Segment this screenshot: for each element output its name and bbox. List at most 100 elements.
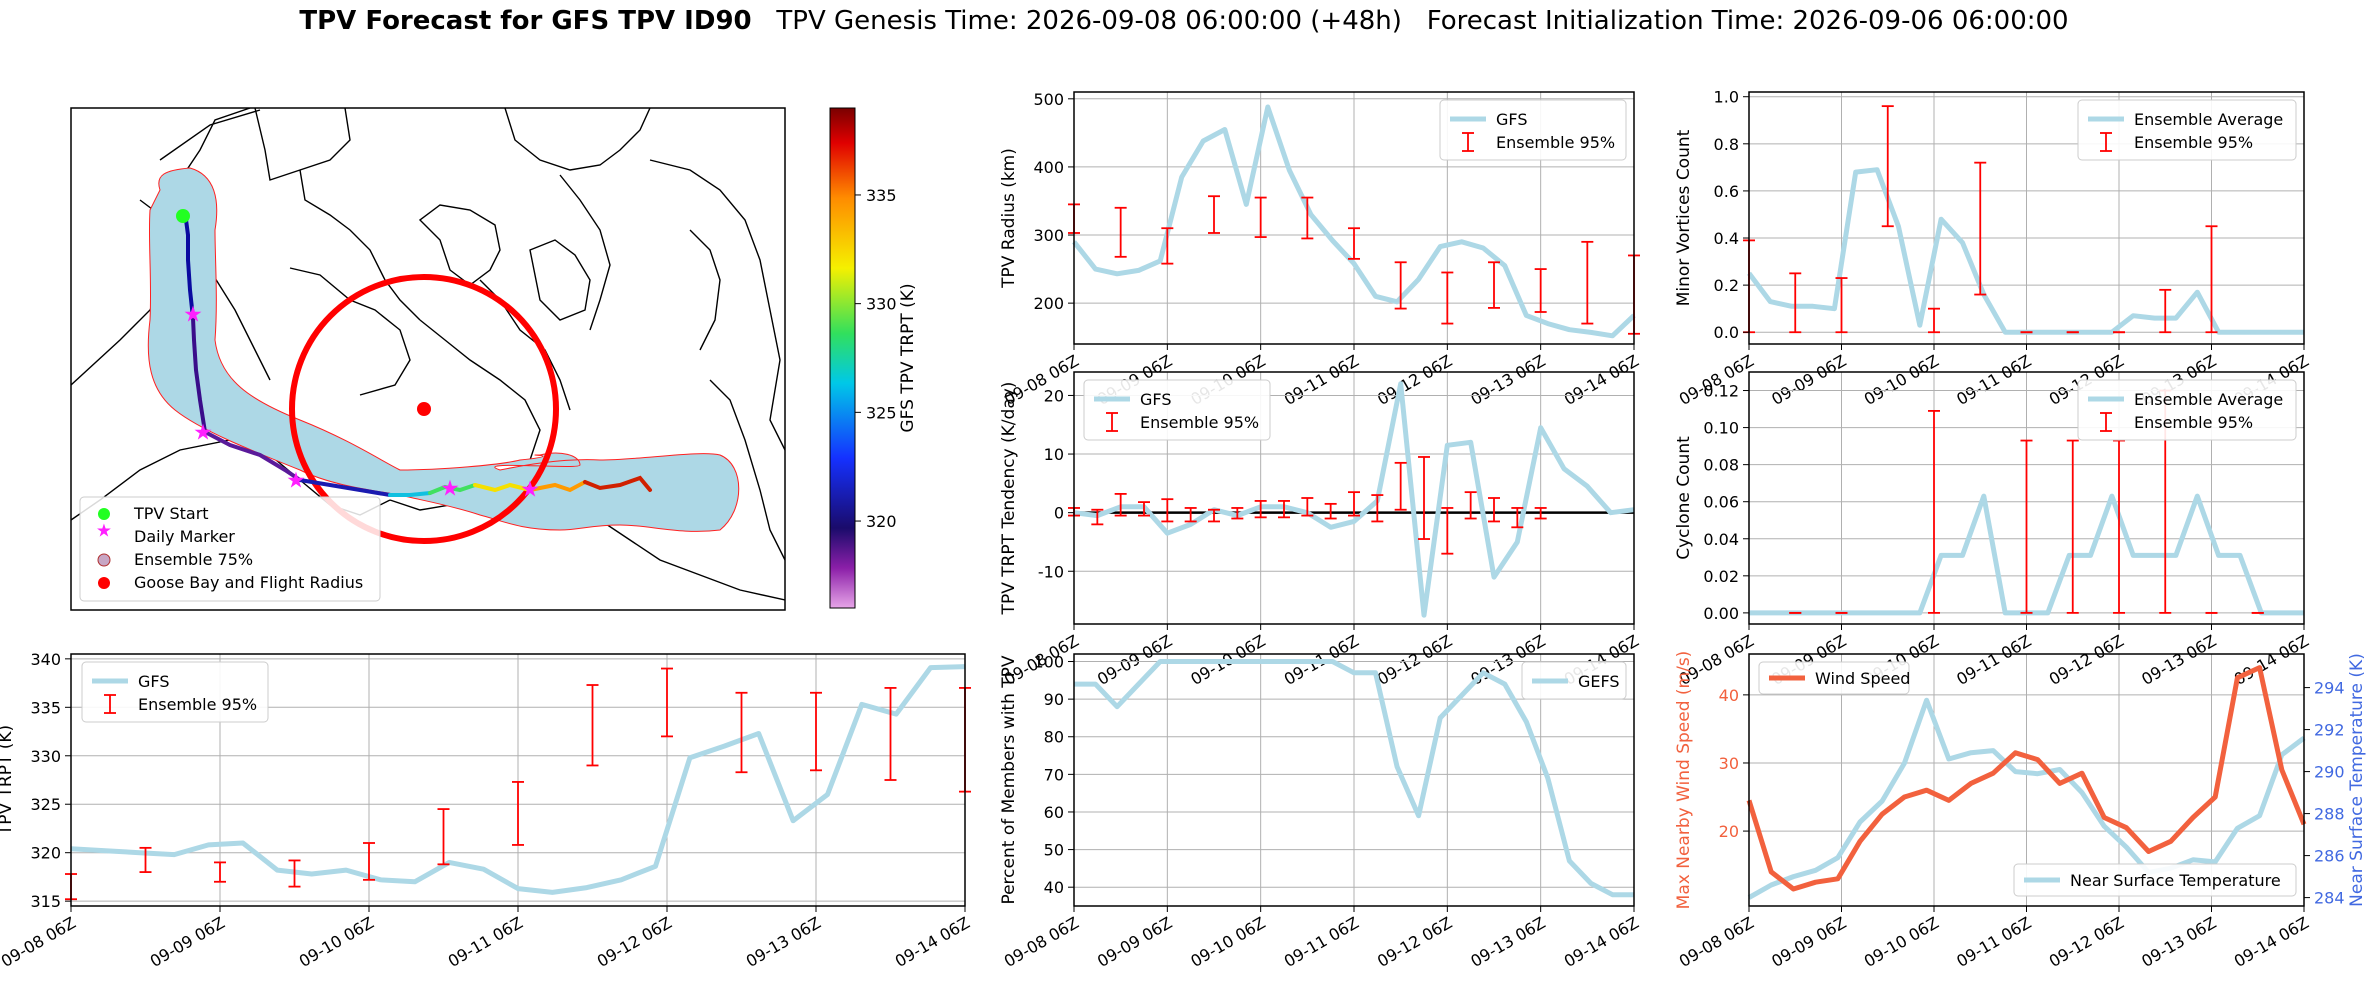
legend-tpv-start: TPV Start [133,504,209,523]
legend-label: Ensemble 95% [2134,133,2253,152]
y-tick-label: 50 [1044,841,1064,860]
y-axis-label: TPV Radius (km) [999,148,1019,289]
y-tick-label: 70 [1044,765,1064,784]
x-tick-label: 09-11 06Z [1953,913,2034,971]
ensemble-95-errorbars [1068,456,1547,555]
colorbar-ticks: 320 325 330 335 [855,186,897,531]
y-axis-label: Minor Vortices Count [1674,129,1694,306]
x-tick-label: 09-13 06Z [1467,913,1548,971]
chart-legend: GEFS [1521,661,1627,700]
x-tick-label: 09-14 06Z [892,913,973,971]
y-tick-label-right: 286 [2314,847,2345,866]
legend-box [1083,379,1271,441]
legend-star-icon: ★ [96,521,112,542]
legend-box [2077,379,2297,441]
y-tick-label-right: 290 [2314,763,2345,782]
y-axis-label: TPV TRPT Tendency (K/day) [999,382,1019,616]
ensemble-95-errorbars [65,667,971,901]
x-tick-label: 09-08 06Z [1001,913,1082,971]
y-tick-label-right: 292 [2314,721,2345,740]
colorbar-tick-label: 335 [866,186,897,205]
y-tick-label: 0.04 [1703,530,1739,549]
colorbar-tick-label: 320 [866,512,897,531]
daily-marker: ★ [193,421,213,446]
x-tick-label: 09-13 06Z [743,913,824,971]
y-tick-label: 20 [1719,822,1739,841]
y-axis-label: Max Nearby Wind Speed (m/s) [1674,651,1694,910]
y-tick-label: 0.4 [1714,229,1739,248]
legend-box [2077,99,2297,161]
x-tick-label: 09-14 06Z [2231,631,2312,689]
x-tick-label: 09-10 06Z [1187,913,1268,971]
ensemble-95-errorbars [1068,195,1640,335]
daily-marker: ★ [286,469,306,494]
y-axis-label-right: Near Surface Temperature (K) [2347,653,2367,907]
y-axis-label: Percent of Members with TPV [999,655,1019,904]
legend-plume-icon [97,553,111,567]
x-tick-label: 09-12 06Z [1374,631,1455,689]
x-tick-label: 09-14 06Z [1561,351,1642,409]
y-tick-label: 30 [1719,754,1739,773]
y-tick-label: 0.12 [1703,382,1739,401]
x-tick-label: 09-10 06Z [296,913,377,971]
figure-title-rest: TPV Genesis Time: 2026-09-08 06:00:00 (+… [751,6,2069,36]
chart-members: 40 50 60 70 80 90 100 09-08 06Z 09-09 06Z 09-10 0… [999,653,1642,971]
legend-label: Ensemble 95% [1496,133,1615,152]
x-tick-label: 09-11 06Z [1953,631,2034,689]
legend-box [1758,661,1910,695]
legend-label: Ensemble Average [2134,390,2283,409]
legend-label: GFS [138,672,169,691]
map-panel: ★ ★ ★ ★ ★ ★ TPV Start Daily Marker Ensem… [70,107,918,611]
chart-legend: GFS Ensemble 95% [1083,379,1271,441]
y-tick-label-right: 288 [2314,805,2345,824]
y-tick-label: 500 [1033,90,1064,109]
y-tick-label: 60 [1044,803,1064,822]
legend-box [81,661,269,723]
y-tick-label: 0.10 [1703,419,1739,438]
near-surface-temperature-line [1747,697,2306,900]
y-tick-label: 330 [30,747,61,766]
x-tick-label: 09-12 06Z [1374,351,1455,409]
x-tick-label: 09-11 06Z [1281,351,1362,409]
y-tick-label: 80 [1044,728,1064,747]
x-tick-label: 09-13 06Z [1467,351,1548,409]
y-tick-label: 0.06 [1703,493,1739,512]
y-tick-label-right: 294 [2314,679,2345,698]
x-tick-label: 09-09 06Z [1768,913,1849,971]
x-tick-label: 09-13 06Z [2138,631,2219,689]
chart-minor: 0.00.20.40.60.81.009-08 06Z 09-09 06Z 09-1… [1674,88,2312,409]
legend-label: GFS [1496,110,1527,129]
x-tick-label: 09-09 06Z [1094,913,1175,971]
legend-label: Ensemble 95% [1140,413,1259,432]
x-tick-label: 09-08 06Z [0,913,79,971]
x-tick-label: 09-12 06Z [594,913,675,971]
colorbar-tick-label: 325 [866,403,897,422]
x-tick-label: 09-11 06Z [1953,351,2034,409]
x-tick-label: 09-12 06Z [2046,913,2127,971]
legend-box [1439,99,1627,161]
legend-start-icon [98,508,110,520]
chart-legend: Ensemble Average Ensemble 95% [2077,379,2297,441]
daily-marker: ★ [520,478,540,503]
daily-markers: ★ ★ ★ ★ ★ [183,303,540,503]
y-tick-label: 335 [30,698,61,717]
x-tick-label: 09-11 06Z [445,913,526,971]
x-tick-label: 09-13 06Z [2138,913,2219,971]
y-tick-label: 1.0 [1714,88,1739,107]
x-tick-label: 09-14 06Z [1561,913,1642,971]
goose-bay-marker [417,402,431,416]
chart-trpt: 315 320 325 330 335 340 09-08 06Z 09-09 06Z 09-1… [0,650,973,971]
map-legend: ★ TPV Start Daily Marker Ensemble 75% Go… [79,496,381,602]
goose-bay-flight-radius [289,274,559,544]
y-tick-label: 0 [1054,504,1064,523]
x-tick-label: 09-09 06Z [147,913,228,971]
legend-label: Ensemble 95% [138,695,257,714]
chart-legend-wind: Wind Speed [1758,661,1910,695]
legend-label: GEFS [1578,672,1620,691]
legend-label: GFS [1140,390,1171,409]
x-tick-label: 09-08 06Z [1676,913,1757,971]
